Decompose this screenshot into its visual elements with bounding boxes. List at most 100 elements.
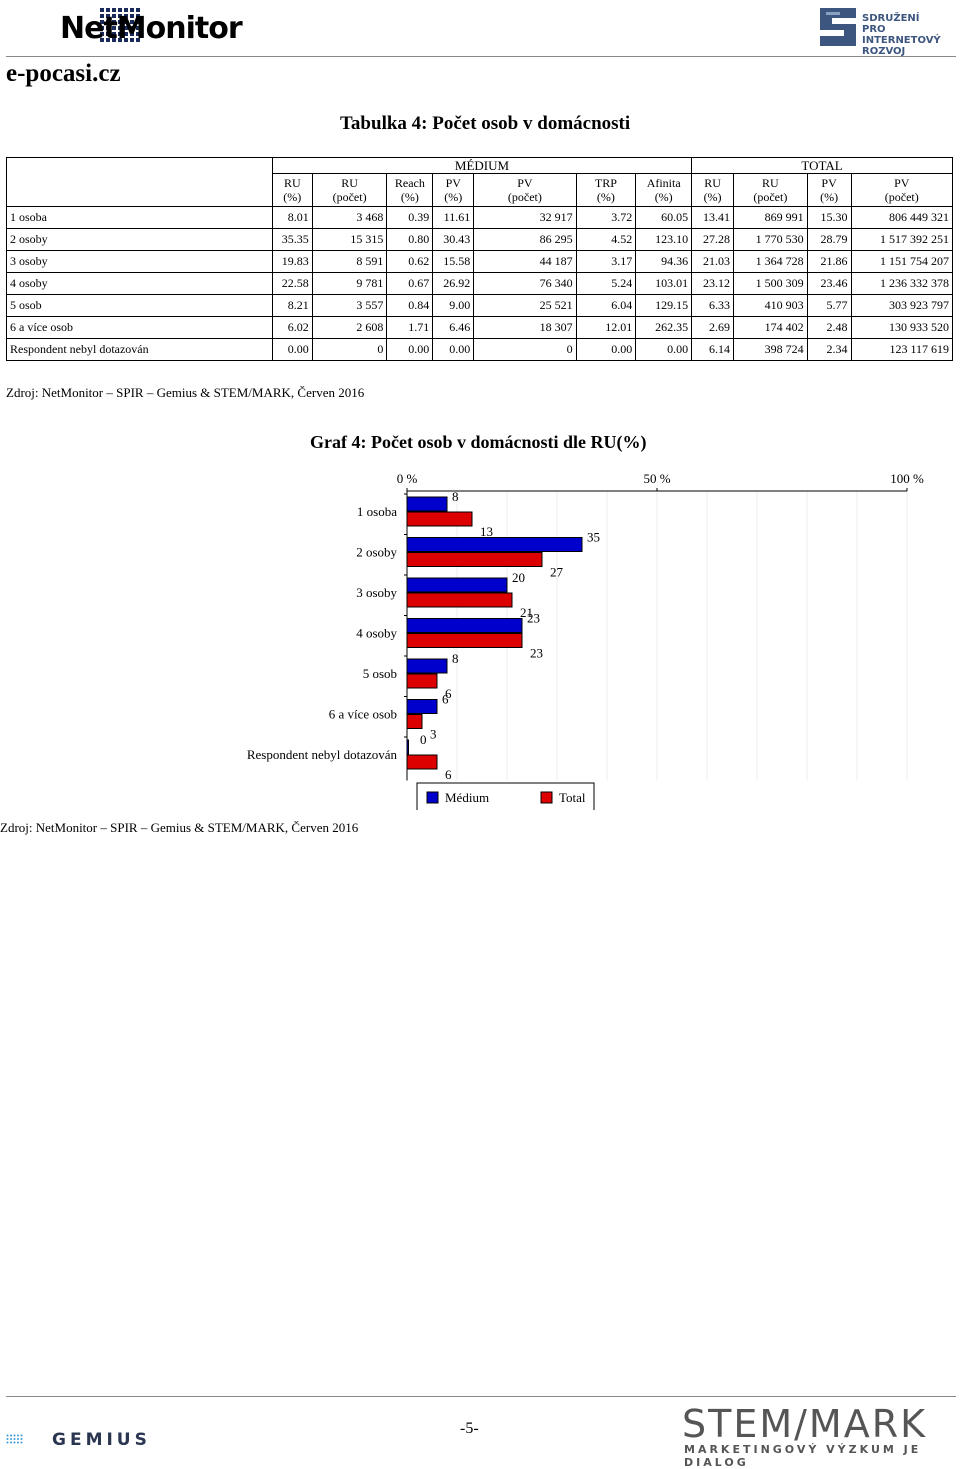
table-row: 6 a více osob 6.02 2 608 1.71 6.46 18 307 12.0…	[6, 316, 954, 339]
data-label: 6	[442, 692, 449, 707]
table-cell: 11.61	[432, 206, 475, 229]
table-cell: 0.00	[432, 338, 475, 361]
table-cell: 19.83	[271, 250, 313, 273]
table-row: 5 osob 8.21 3 557 0.84 9.00 25 521 6.04 129.15 6…	[6, 294, 954, 317]
table-cell: 26.92	[432, 272, 475, 295]
bar-total	[406, 714, 423, 729]
table-cell: 94.36	[635, 250, 693, 273]
table-cell: 6.04	[575, 294, 637, 317]
bar-médium	[406, 699, 438, 714]
group-total: TOTAL	[691, 157, 953, 174]
audience-table: MÉDIUM TOTAL RU (%) RU (počet) Reach (%) PV (%)…	[6, 157, 954, 361]
data-label: 13	[480, 524, 493, 539]
table-cell: 0.00	[575, 338, 637, 361]
bar-total	[406, 754, 438, 770]
table-cell: 0.00	[635, 338, 693, 361]
row-label: 4 osoby	[6, 272, 273, 295]
header-divider	[6, 56, 956, 57]
data-label: 0	[420, 732, 427, 747]
page-number: -5-	[460, 1420, 479, 1437]
legend-box	[416, 782, 595, 810]
category-label: 3 osoby	[356, 585, 397, 600]
category-label: 1 osoba	[357, 504, 397, 519]
table-cell: 18 307	[473, 316, 577, 339]
table-cell: 0	[473, 338, 577, 361]
table-cell: 0.00	[386, 338, 434, 361]
bar-total	[406, 633, 523, 648]
table-cell: 9 781	[311, 272, 388, 295]
table-cell: 2.48	[806, 316, 852, 339]
x-tick-label: 100 %	[890, 471, 924, 486]
table-cell: 2.34	[806, 338, 852, 361]
spir-brand: SDRUŽENÍ PRO INTERNETOVÝ ROZVOJ	[862, 13, 941, 57]
table-cell: 303 923 797	[850, 294, 954, 317]
row-label: Respondent nebyl dotazován	[6, 338, 273, 361]
column-header-6: Afinita (%)	[635, 173, 693, 207]
table-title: Tabulka 4: Počet osob v domácnosti	[340, 113, 631, 134]
table-cell: 806 449 321	[850, 206, 954, 229]
table-row: 1 osoba 8.01 3 468 0.39 11.61 32 917 3.72 60.05…	[6, 206, 954, 229]
bar-total	[406, 592, 513, 608]
column-headers: RU (%) RU (počet) Reach (%) PV (%) PV (počet) TRP(…	[7, 173, 954, 207]
table-cell: 6.46	[432, 316, 475, 339]
table-cell: 0.67	[386, 272, 434, 295]
x-tick-label: 0 %	[397, 471, 418, 486]
category-label: 6 a více osob	[329, 707, 397, 722]
table-cell: 0.62	[386, 250, 434, 273]
table-cell: 5.77	[806, 294, 852, 317]
bar-total	[406, 511, 473, 527]
column-header-8: RU (počet)	[733, 173, 808, 207]
legend-swatch	[540, 791, 553, 804]
netmonitor-logo-icon	[100, 8, 140, 42]
table-cell: 32 917	[473, 206, 577, 229]
table-cell: 1 500 309	[733, 272, 808, 295]
data-label: 21	[520, 605, 533, 620]
bar-médium	[406, 658, 448, 674]
table-row: 3 osoby 19.83 8 591 0.62 15.58 44 187 3.17 94.3…	[6, 250, 954, 273]
column-header-4: PV (počet)	[473, 173, 577, 207]
table-cell: 4.52	[575, 228, 637, 251]
table-cell: 28.79	[806, 228, 852, 251]
table-source: Zdroj: NetMonitor – SPIR – Gemius & STEM…	[6, 385, 365, 400]
data-label: 23	[527, 611, 540, 626]
column-header-1: RU (počet)	[311, 173, 388, 207]
table-row: 4 osoby 22.58 9 781 0.67 26.92 76 340 5.24 103.…	[6, 272, 954, 295]
table-cell: 21.03	[691, 250, 735, 273]
household-bar-chart: 0 % 50 % 100 % 1 osoba 8 13 2 osoby 35 27 3 osoby…	[247, 471, 924, 810]
table-cell: 130 933 520	[850, 316, 954, 339]
chart-source: Zdroj: NetMonitor – SPIR – Gemius & STEM…	[0, 820, 359, 835]
table-cell: 15 315	[311, 228, 388, 251]
table-body: 1 osoba 8.01 3 468 0.39 11.61 32 917 3.72 60.05…	[6, 206, 954, 361]
table-cell: 6.33	[691, 294, 735, 317]
table-cell: 0.00	[271, 338, 313, 361]
table-cell: 0.80	[386, 228, 434, 251]
legend-label: Total	[559, 790, 586, 805]
table-cell: 27.28	[691, 228, 735, 251]
table-cell: 5.24	[575, 272, 637, 295]
table-cell: 21.86	[806, 250, 852, 273]
table-cell: 3 468	[311, 206, 388, 229]
table-cell: 1 517 392 251	[850, 228, 954, 251]
row-label: 1 osoba	[6, 206, 273, 229]
column-header-5: TRP (%)	[575, 173, 637, 207]
table-cell: 6.02	[271, 316, 313, 339]
data-label: 20	[512, 570, 525, 585]
bar-médium	[406, 537, 583, 552]
table-cell: 1 151 754 207	[850, 250, 954, 273]
table-cell: 0.84	[386, 294, 434, 317]
legend-swatch	[426, 791, 439, 804]
table-cell: 1 236 332 378	[850, 272, 954, 295]
table-cell: 129.15	[635, 294, 693, 317]
stemmark-tagline: MARKETINGOVÝ VÝZKUM JE DIALOG	[684, 1443, 922, 1469]
column-header-9: PV (%)	[806, 173, 852, 207]
data-label: 6	[445, 686, 452, 701]
table-row: 2 osoby 35.35 15 315 0.80 30.43 86 295 4.52 123…	[6, 228, 954, 251]
chart-title: Graf 4: Počet osob v domácnosti dle RU(%…	[310, 432, 647, 452]
table-cell: 410 903	[733, 294, 808, 317]
table-cell: 8.01	[271, 206, 313, 229]
table-cell: 123 117 619	[850, 338, 954, 361]
bar-médium	[406, 577, 508, 593]
table-cell: 869 991	[733, 206, 808, 229]
row-label: 5 osob	[6, 294, 273, 317]
table-cell: 15.30	[806, 206, 852, 229]
